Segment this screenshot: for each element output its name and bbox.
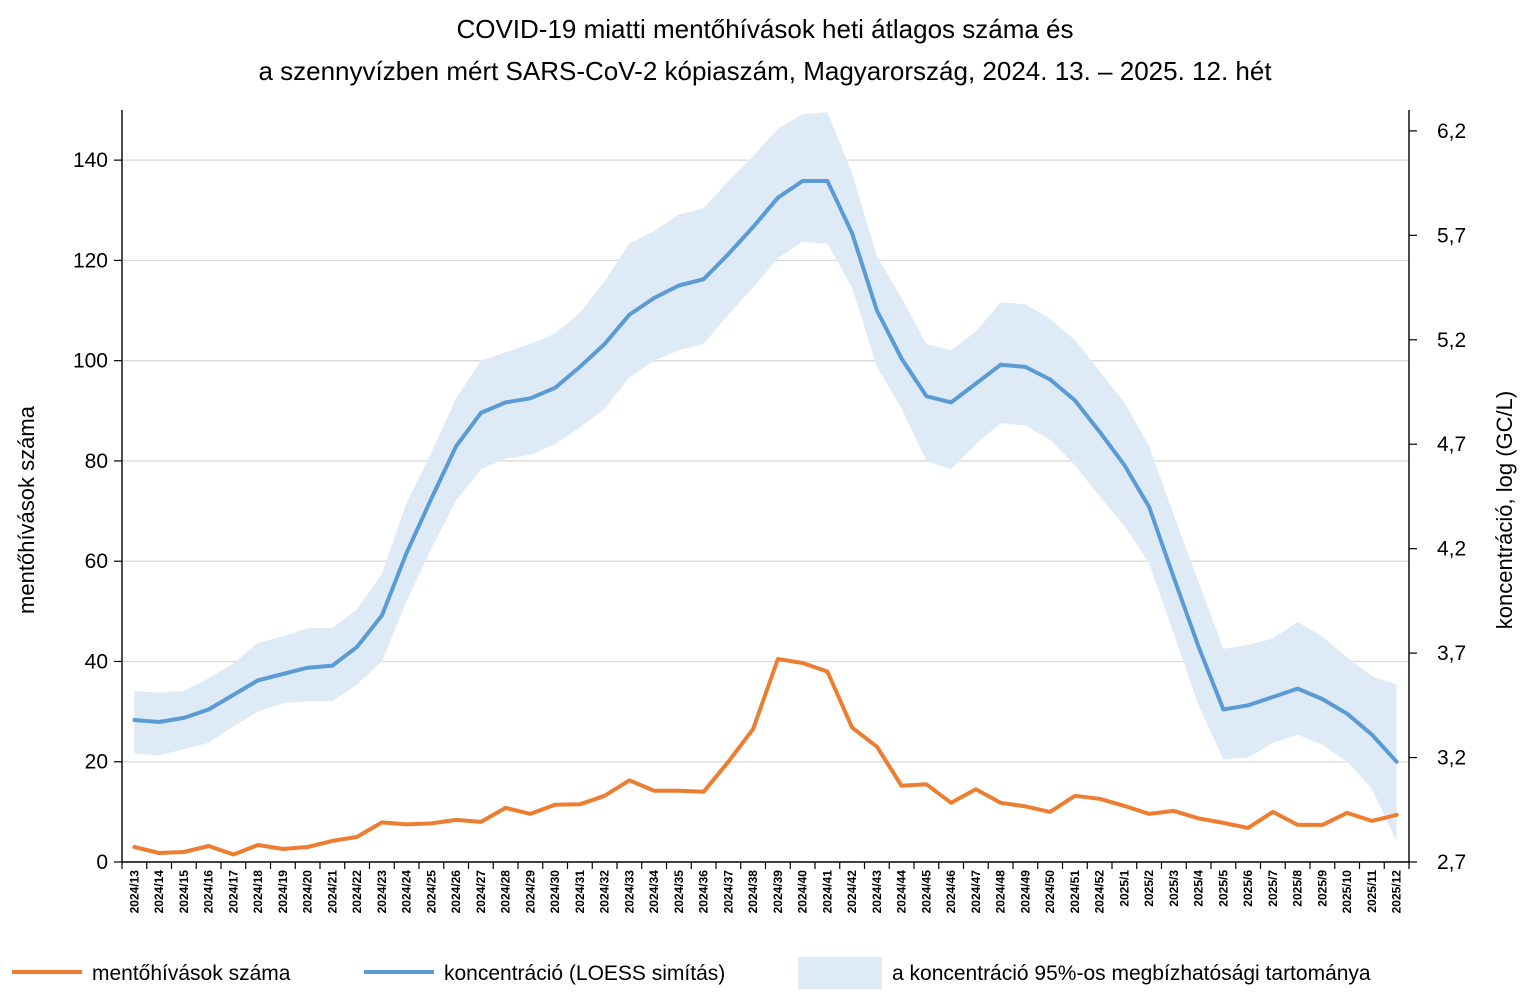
left-tick-label: 60 [85,550,108,573]
right-tick-label: 4,2 [1437,538,1466,561]
chart-title: COVID-19 miatti mentőhívások heti átlago… [258,14,1272,86]
y-axis-left-title: mentőhívások száma [14,405,39,614]
x-tick-label: 2024/52 [1093,870,1107,914]
x-tick-label: 2024/13 [127,870,141,914]
x-tick-label: 2024/31 [573,870,587,914]
x-tick-label: 2024/29 [523,870,537,914]
legend-label-concentration: koncentráció (LOESS simítás) [444,962,725,985]
x-tick-label: 2024/45 [919,870,933,914]
confidence-band-area [134,112,1397,842]
right-tick-label: 5,7 [1437,224,1466,247]
x-tick-label: 2024/21 [325,870,339,914]
x-tick-label: 2024/46 [944,870,958,914]
left-tick-label: 0 [96,851,108,874]
x-tick-label: 2024/16 [202,870,216,914]
x-tick-label: 2025/3 [1167,870,1181,907]
x-tick-label: 2024/37 [721,870,735,914]
x-tick-label: 2024/49 [1018,870,1032,914]
left-axis-ticks: 0 20 40 60 80 100 120 140 [73,149,122,874]
right-tick-label: 4,7 [1437,433,1466,456]
x-tick-label: 2025/9 [1315,870,1329,907]
x-tick-label: 2024/32 [598,870,612,914]
x-tick-label: 2024/26 [449,870,463,914]
confidence-band [134,112,1397,842]
x-tick-label: 2024/28 [499,870,513,914]
x-tick-label: 2024/14 [152,870,166,914]
x-tick-label: 2024/48 [994,870,1008,914]
chart-title-line-2: a szennyvízben mért SARS-CoV-2 kópiaszám… [258,56,1272,86]
right-tick-label: 3,7 [1437,642,1466,665]
x-tick-label: 2024/40 [796,870,810,914]
left-tick-label: 120 [73,249,108,272]
x-tick-label: 2025/5 [1216,870,1230,907]
legend-label-band: a koncentráció 95%-os megbízhatósági tar… [892,962,1371,985]
series-line-calls [132,657,1399,857]
x-tick-label: 2024/51 [1068,870,1082,914]
x-tick-label: 2025/2 [1142,870,1156,907]
x-tick-label: 2024/50 [1043,870,1057,914]
right-tick-label: 5,2 [1437,329,1466,352]
legend-swatch-band [798,957,882,989]
right-tick-label: 6,2 [1437,120,1466,143]
series-line-concentration [132,179,1399,764]
x-tick-label: 2024/23 [375,870,389,914]
x-tick-label: 2024/19 [276,870,290,914]
left-tick-label: 80 [85,450,108,473]
x-tick-label: 2024/18 [251,870,265,914]
right-tick-label: 2,7 [1437,851,1466,874]
x-tick-label: 2024/20 [301,870,315,914]
chart-title-line-1: COVID-19 miatti mentőhívások heti átlago… [456,14,1073,44]
x-tick-label: 2024/25 [424,870,438,914]
x-tick-label: 2025/11 [1365,870,1379,913]
x-tick-label: 2024/38 [746,870,760,914]
x-tick-label: 2024/39 [771,870,785,914]
right-tick-label: 3,2 [1437,747,1466,770]
x-tick-label: 2025/10 [1340,870,1354,914]
x-tick-label: 2024/34 [647,870,661,914]
x-tick-label: 2024/43 [870,870,884,914]
x-tick-label: 2024/24 [400,870,414,914]
x-tick-label: 2024/15 [177,870,191,914]
legend: mentőhívások száma koncentráció (LOESS s… [12,957,1371,989]
series-lines [132,179,1399,857]
left-tick-label: 140 [73,149,108,172]
legend-label-calls: mentőhívások száma [92,962,291,985]
x-tick-label: 2024/30 [548,870,562,914]
left-tick-label: 40 [85,650,108,673]
x-tick-label: 2024/36 [697,870,711,914]
x-tick-label: 2025/7 [1266,870,1280,907]
right-axis-ticks: 2,7 3,2 3,7 4,2 4,7 5,2 5,7 6,2 [1409,120,1466,874]
left-tick-label: 20 [85,751,108,774]
x-tick-label: 2024/22 [350,870,364,914]
x-axis-ticks: 2024/13 2024/14 2024/15 2024/16 2024/17 2024/… [121,862,1410,914]
left-tick-label: 100 [73,350,108,373]
x-tick-label: 2024/44 [895,870,909,914]
x-tick-label: 2024/42 [845,870,859,914]
x-tick-label: 2025/6 [1241,870,1255,907]
x-tick-label: 2025/4 [1192,870,1206,907]
x-tick-label: 2024/35 [672,870,686,914]
x-tick-label: 2025/8 [1291,870,1305,907]
x-tick-label: 2024/33 [622,870,636,914]
x-tick-label: 2025/1 [1117,870,1131,907]
x-tick-label: 2025/12 [1390,870,1404,914]
x-tick-label: 2024/41 [820,870,834,914]
x-tick-label: 2024/27 [474,870,488,914]
x-tick-label: 2024/47 [969,870,983,914]
x-tick-label: 2024/17 [226,870,240,914]
y-axis-right-title: koncentráció, log (GC/L) [1492,391,1517,629]
